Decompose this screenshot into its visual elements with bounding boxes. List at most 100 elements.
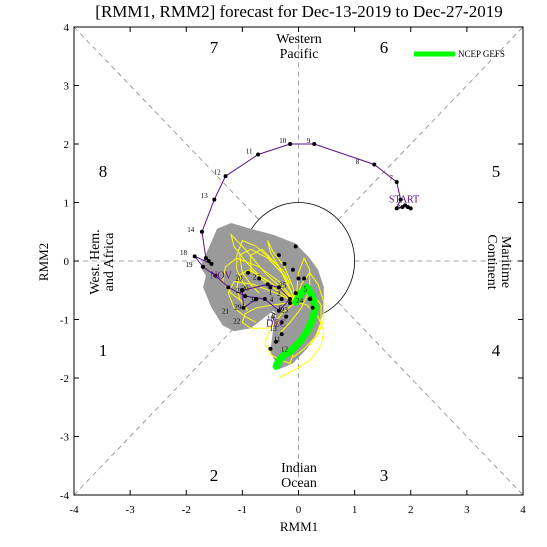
point-label: 3 xyxy=(397,204,401,212)
forecast-point xyxy=(274,339,279,344)
forecast-point xyxy=(310,305,315,310)
point-label: 12 xyxy=(214,168,222,176)
y-tick-label: -3 xyxy=(60,432,70,444)
phase-number-4: 4 xyxy=(492,341,501,360)
region-label-bottom-line1: Indian xyxy=(281,461,317,476)
observed-point xyxy=(394,206,399,211)
track-annotation: NOV xyxy=(210,271,232,282)
x-tick-label: 1 xyxy=(352,504,358,516)
ensemble-member-line xyxy=(278,256,311,335)
y-tick-label: 3 xyxy=(64,81,70,93)
observed-point xyxy=(288,297,293,302)
y-tick-label: 1 xyxy=(64,198,70,210)
observed-track xyxy=(192,142,413,313)
observed-point xyxy=(372,162,377,167)
y-tick-label: 0 xyxy=(64,256,70,268)
point-label: 24 xyxy=(296,297,304,305)
point-label: 22 xyxy=(233,318,241,326)
ensemble-mean-line xyxy=(272,283,319,370)
ensemble-member-line xyxy=(267,240,297,303)
ensemble-member-line xyxy=(278,301,325,379)
region-label-right-line1: Maritime xyxy=(498,236,513,288)
point-label: 30 xyxy=(250,296,258,304)
point-label: 13 xyxy=(201,192,209,200)
ensemble-spread xyxy=(200,223,324,370)
point-label: 10 xyxy=(279,137,287,145)
forecast-point xyxy=(268,346,273,351)
observed-point xyxy=(265,282,270,287)
x-tick-label: 3 xyxy=(464,504,470,516)
region-label-right-line2: Continent xyxy=(484,234,499,289)
point-label: 19 xyxy=(186,261,194,269)
ensemble-members xyxy=(222,233,325,379)
phase-number-1: 1 xyxy=(99,341,108,360)
x-tick-label: -2 xyxy=(182,504,191,516)
observed-point xyxy=(312,142,317,146)
x-tick-label: -4 xyxy=(69,504,79,516)
point-label: 11 xyxy=(246,147,253,155)
point-label: 7 xyxy=(389,174,393,182)
ensemble-member-line xyxy=(236,239,297,303)
observed-point xyxy=(276,308,281,313)
point-label: 27 xyxy=(253,274,261,282)
point-label: 21 xyxy=(222,308,230,316)
forecast-point xyxy=(296,276,301,281)
region-label-left-line2: and Africa xyxy=(102,232,117,291)
region-label-left: West. Hem. and Africa xyxy=(88,229,117,294)
y-tick-label: -4 xyxy=(60,490,70,502)
point-labels: 7891011121314181920212223242526272829301… xyxy=(180,137,419,354)
point-label: 9 xyxy=(307,137,311,145)
region-label-left-line1: West. Hem. xyxy=(88,229,103,294)
observed-point xyxy=(243,294,248,299)
observed-point xyxy=(288,142,293,146)
point-label: 28 xyxy=(236,287,244,295)
observed-point xyxy=(241,305,246,310)
forecast-point xyxy=(293,291,298,296)
ensemble-member-line xyxy=(230,233,297,303)
observed-point xyxy=(206,259,211,263)
forecast-point xyxy=(302,276,307,281)
observed-point xyxy=(400,205,405,210)
observed-point xyxy=(209,261,214,266)
observed-point xyxy=(398,197,403,202)
observed-point xyxy=(203,256,208,261)
forecast-point xyxy=(279,297,284,302)
point-label: 29 xyxy=(234,304,242,312)
observed-point xyxy=(262,297,267,302)
track-annotation: START xyxy=(389,195,419,206)
chart-title: [RMM1, RMM2] forecast for Dec-13-2019 to… xyxy=(95,2,502,21)
forecast-point xyxy=(279,320,284,325)
region-label-top-line1: Western xyxy=(276,32,322,47)
observed-point xyxy=(394,180,399,185)
y-tick-label: 4 xyxy=(64,22,70,34)
forecast-markers xyxy=(245,244,315,351)
observed-point xyxy=(192,254,197,259)
phase-number-5: 5 xyxy=(492,162,501,181)
point-label: 9 xyxy=(274,319,278,327)
ensemble-member-line xyxy=(241,301,296,329)
ensemble-member-line xyxy=(295,271,325,347)
forecast-point xyxy=(284,314,289,319)
ensemble-member-line xyxy=(264,301,297,365)
point-label: 2 xyxy=(277,290,281,298)
region-label-right: Maritime Continent xyxy=(484,234,513,289)
observed-point xyxy=(223,174,228,179)
track-annotation: DEC xyxy=(266,319,286,330)
x-tick-label: 2 xyxy=(408,504,414,516)
phase-number-3: 3 xyxy=(380,466,389,485)
forecast-point xyxy=(293,244,298,249)
point-label: 23 xyxy=(281,306,289,314)
point-label: 25 xyxy=(279,281,287,289)
x-tick-label: 0 xyxy=(296,504,302,516)
observed-point xyxy=(254,297,259,302)
point-label: 11 xyxy=(274,336,281,344)
y-tick-label: -2 xyxy=(60,373,69,385)
point-label: 5 xyxy=(303,285,307,293)
x-tick-label: -3 xyxy=(126,504,136,516)
phase-guides xyxy=(73,26,524,496)
point-label: 18 xyxy=(180,249,188,257)
observed-point xyxy=(256,152,261,157)
forecast-point xyxy=(288,301,293,306)
point-label: 4 xyxy=(270,296,274,304)
